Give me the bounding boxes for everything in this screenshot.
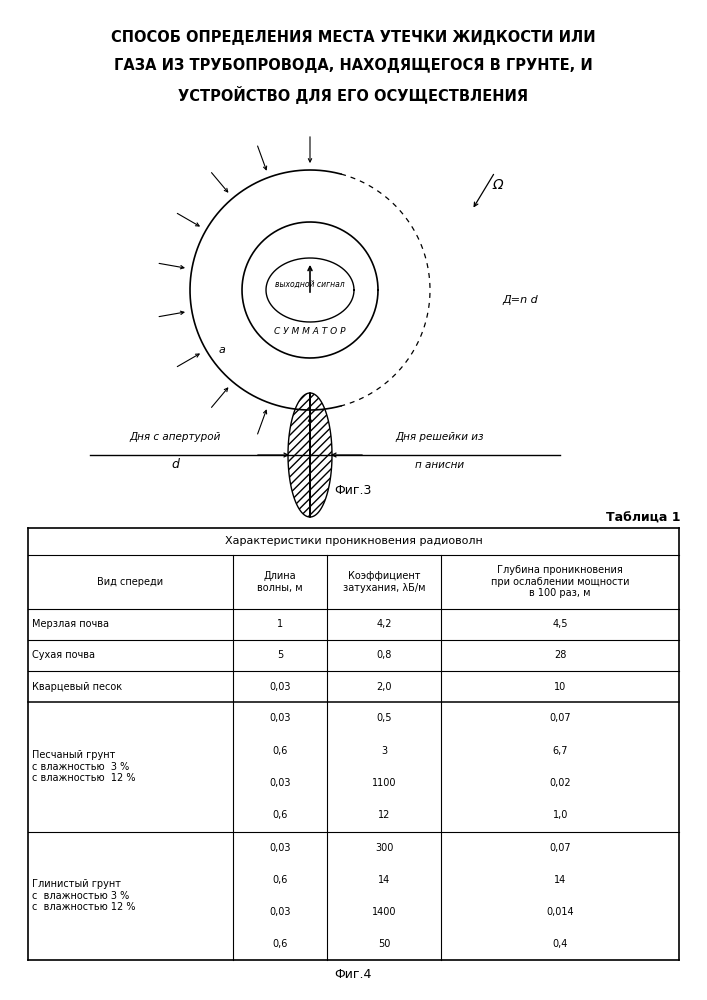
Text: 1400: 1400 — [372, 907, 397, 917]
Text: 0,6: 0,6 — [273, 746, 288, 756]
Text: 6,7: 6,7 — [552, 746, 568, 756]
Text: 0,6: 0,6 — [273, 810, 288, 820]
Text: 2,0: 2,0 — [377, 682, 392, 692]
Text: 0,03: 0,03 — [269, 843, 291, 853]
Text: Дня решейки из: Дня решейки из — [396, 432, 484, 442]
Text: Ω: Ω — [493, 178, 503, 192]
Text: 1100: 1100 — [372, 778, 397, 788]
Text: Фиг.3: Фиг.3 — [334, 484, 372, 496]
Text: 0,6: 0,6 — [273, 939, 288, 949]
Text: Мерзлая почва: Мерзлая почва — [32, 619, 109, 629]
Text: Кварцевый песок: Кварцевый песок — [32, 682, 122, 692]
Text: п анисни: п анисни — [416, 460, 464, 470]
Text: Глинистый грунт
с  влажностью 3 %
с  влажностью 12 %: Глинистый грунт с влажностью 3 % с влажн… — [32, 879, 136, 912]
Text: выходной сигнал: выходной сигнал — [275, 279, 345, 288]
Text: 0,6: 0,6 — [273, 875, 288, 885]
Text: Д=n d: Д=n d — [502, 295, 538, 305]
Text: Характеристики проникновения радиоволн: Характеристики проникновения радиоволн — [225, 536, 482, 546]
Text: С У М М А Т О Р: С У М М А Т О Р — [274, 328, 346, 336]
Text: 0,014: 0,014 — [547, 907, 574, 917]
Text: Длина
волны, м: Длина волны, м — [257, 571, 303, 593]
Text: a: a — [218, 345, 226, 355]
Text: 0,03: 0,03 — [269, 682, 291, 692]
Text: СПОСОБ ОПРЕДЕЛЕНИЯ МЕСТА УТЕЧКИ ЖИДКОСТИ ИЛИ: СПОСОБ ОПРЕДЕЛЕНИЯ МЕСТА УТЕЧКИ ЖИДКОСТИ… — [111, 30, 595, 45]
Text: 0,4: 0,4 — [552, 939, 568, 949]
Text: Песчаный грунт
с влажностью  3 %
с влажностью  12 %: Песчаный грунт с влажностью 3 % с влажно… — [32, 750, 136, 783]
Text: 4,2: 4,2 — [377, 619, 392, 629]
Text: d: d — [171, 458, 179, 472]
Text: Глубина проникновения
при ослаблении мощности
в 100 раз, м: Глубина проникновения при ослаблении мощ… — [491, 565, 629, 598]
Text: 3: 3 — [381, 746, 387, 756]
Text: 0,02: 0,02 — [549, 778, 571, 788]
Text: 0,03: 0,03 — [269, 778, 291, 788]
Text: Таблица 1: Таблица 1 — [605, 512, 680, 525]
Text: 300: 300 — [375, 843, 394, 853]
Text: 0,07: 0,07 — [549, 843, 571, 853]
Text: 1,0: 1,0 — [552, 810, 568, 820]
Text: УСТРОЙСТВО ДЛЯ ЕГО ОСУЩЕСТВЛЕНИЯ: УСТРОЙСТВО ДЛЯ ЕГО ОСУЩЕСТВЛЕНИЯ — [178, 86, 528, 104]
Text: 14: 14 — [554, 875, 566, 885]
Text: 0,07: 0,07 — [549, 713, 571, 723]
Text: 50: 50 — [378, 939, 390, 949]
Text: Вид спереди: Вид спереди — [98, 577, 163, 587]
Text: Коэффициент
затухания, λБ/м: Коэффициент затухания, λБ/м — [343, 571, 426, 593]
Text: 0,03: 0,03 — [269, 713, 291, 723]
Text: ГАЗА ИЗ ТРУБОПРОВОДА, НАХОДЯЩЕГОСЯ В ГРУНТЕ, И: ГАЗА ИЗ ТРУБОПРОВОДА, НАХОДЯЩЕГОСЯ В ГРУ… — [114, 58, 592, 73]
Text: 4,5: 4,5 — [552, 619, 568, 629]
PathPatch shape — [288, 393, 332, 517]
Text: 12: 12 — [378, 810, 390, 820]
Text: Дня с апертурой: Дня с апертурой — [129, 432, 221, 442]
Text: 0,8: 0,8 — [377, 650, 392, 660]
Text: 0,03: 0,03 — [269, 907, 291, 917]
Text: 1: 1 — [277, 619, 284, 629]
Text: 0,5: 0,5 — [377, 713, 392, 723]
Text: 5: 5 — [277, 650, 284, 660]
Text: 10: 10 — [554, 682, 566, 692]
Text: Фиг.4: Фиг.4 — [334, 968, 372, 982]
Text: 28: 28 — [554, 650, 566, 660]
Text: 14: 14 — [378, 875, 390, 885]
Text: Сухая почва: Сухая почва — [32, 650, 95, 660]
